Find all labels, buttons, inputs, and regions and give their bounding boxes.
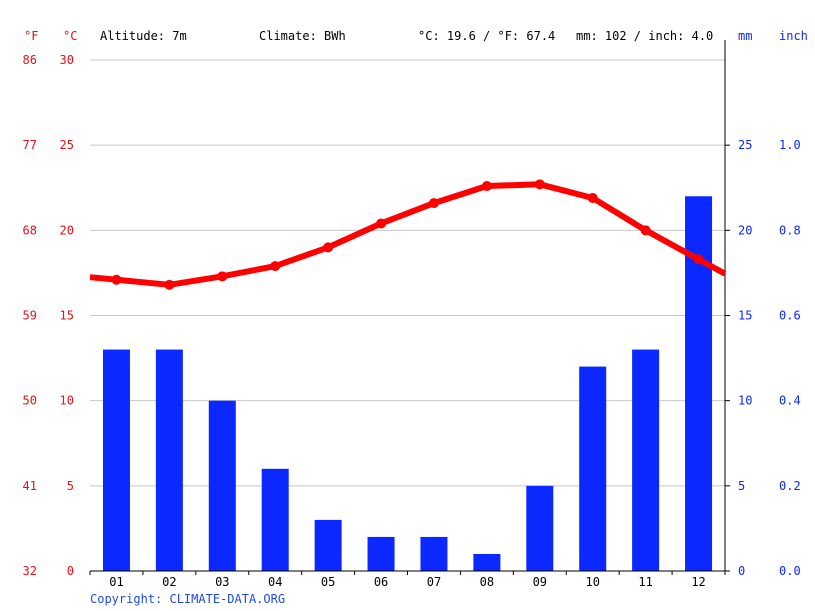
temperature-point	[376, 218, 387, 229]
y-tick-label-celsius: 30	[60, 53, 74, 67]
precipitation-bar	[155, 349, 183, 571]
unit-celsius-label: °C	[63, 29, 78, 43]
temperature-point	[693, 254, 704, 265]
temperature-point	[587, 192, 598, 203]
temperature-point	[428, 198, 439, 209]
temperature-line	[89, 181, 727, 288]
copyright-link[interactable]: Copyright: CLIMATE-DATA.ORG	[90, 592, 286, 606]
temperature-point	[640, 225, 651, 236]
y-tick-label-fahrenheit: 86	[23, 53, 37, 67]
y-tick-label-mm: 15	[738, 309, 752, 323]
precipitation-bar	[526, 485, 554, 571]
temperature-point	[481, 181, 492, 192]
y-tick-label-inch: 0.4	[779, 394, 801, 408]
y-tick-label-inch: 0.0	[779, 564, 801, 578]
temperature-point	[164, 279, 175, 290]
y-tick-label-mm: 10	[738, 394, 752, 408]
unit-mm-label: mm	[738, 29, 753, 43]
average-temperature-label: °C: 19.6 / °F: 67.4	[418, 29, 556, 43]
y-tick-label-celsius: 20	[60, 223, 74, 237]
temperature-point	[534, 179, 545, 190]
x-tick-label: 08	[480, 575, 494, 589]
x-tick-label: 05	[321, 575, 335, 589]
y-tick-label-mm: 25	[738, 138, 752, 152]
y-tick-label-celsius: 0	[67, 564, 74, 578]
unit-inch-label: inch	[779, 29, 808, 43]
y-tick-label-celsius: 5	[67, 479, 74, 493]
y-tick-label-fahrenheit: 32	[23, 564, 37, 578]
precipitation-bar	[473, 553, 501, 571]
x-tick-label: 12	[691, 575, 705, 589]
precipitation-bar	[579, 366, 607, 571]
y-tick-label-mm: 0	[738, 564, 745, 578]
precipitation-bar	[367, 536, 395, 571]
x-tick-label: 07	[427, 575, 441, 589]
unit-fahrenheit-label: °F	[24, 29, 39, 43]
y-tick-label-mm: 5	[738, 479, 745, 493]
x-tick-label: 09	[533, 575, 547, 589]
y-tick-label-fahrenheit: 77	[23, 138, 37, 152]
temperature-point	[217, 271, 228, 282]
precipitation-bar	[102, 349, 130, 571]
x-tick-label: 10	[585, 575, 599, 589]
y-tick-label-fahrenheit: 68	[23, 223, 37, 237]
x-tick-label: 02	[162, 575, 176, 589]
y-tick-label-inch: 0.2	[779, 479, 801, 493]
x-tick-label: 04	[268, 575, 282, 589]
precipitation-bar	[208, 400, 236, 571]
precipitation-total-label: mm: 102 / inch: 4.0	[576, 29, 714, 43]
precipitation-bar	[261, 468, 289, 571]
y-tick-label-fahrenheit: 59	[23, 309, 37, 323]
y-tick-label-inch: 0.6	[779, 309, 801, 323]
temperature-point	[270, 261, 281, 272]
x-tick-label: 11	[638, 575, 652, 589]
y-tick-label-celsius: 15	[60, 309, 74, 323]
altitude-label: Altitude: 7m	[100, 29, 187, 43]
y-tick-label-inch: 0.8	[779, 223, 801, 237]
x-tick-label: 01	[109, 575, 123, 589]
precipitation-bar	[420, 536, 448, 571]
y-tick-label-mm: 20	[738, 223, 752, 237]
temperature-point	[323, 242, 334, 253]
y-tick-label-fahrenheit: 50	[23, 394, 37, 408]
climate-label: Climate: BWh	[259, 29, 346, 43]
x-tick-label: 03	[215, 575, 229, 589]
y-tick-label-celsius: 25	[60, 138, 74, 152]
precipitation-bar	[314, 519, 342, 571]
y-tick-label-inch: 1.0	[779, 138, 801, 152]
x-tick-label: 06	[374, 575, 388, 589]
precipitation-bar	[632, 349, 660, 571]
y-tick-label-fahrenheit: 41	[23, 479, 37, 493]
y-tick-label-celsius: 10	[60, 394, 74, 408]
temperature-point	[111, 274, 122, 285]
